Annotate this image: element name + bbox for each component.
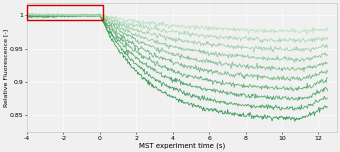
Bar <box>27 5 103 20</box>
Y-axis label: Relative Fluorescence [-]: Relative Fluorescence [-] <box>3 29 8 107</box>
X-axis label: MST experiment time (s): MST experiment time (s) <box>139 142 225 149</box>
